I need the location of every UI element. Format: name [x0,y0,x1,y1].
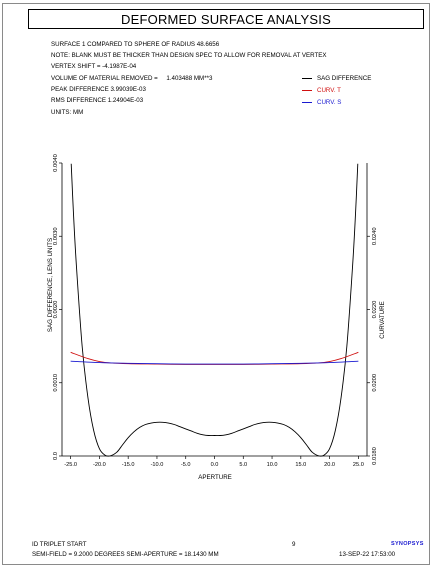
y2-tick-label: 0.0200 [372,374,378,392]
timestamp: 13-SEP-22 17:53:00 [339,551,396,558]
semi-field-info: SEMI-FIELD = 9.2000 DEGREES SEMI-APERTUR… [32,551,219,558]
sag-difference-curve [70,163,359,457]
removal-note: NOTE: BLANK MUST BE THICKER THAN DESIGN … [51,52,327,59]
plot-title: DEFORMED SURFACE ANALYSIS [28,9,424,29]
legend-label-curv-s: CURV. S [317,99,342,106]
design-name: ID TRIPLET START [32,541,87,548]
vertex-shift: VERTEX SHIFT = -4.1987E-04 [51,63,137,70]
y2-tick-label: 0.0220 [372,301,378,319]
y-axis-label: SAG DIFFERENCE, LENS UNITS [47,238,54,332]
synopsys-logo: SYNOPSYS [391,541,424,547]
legend-label-sag: SAG DIFFERENCE [317,75,372,82]
y2-tick-label: 0.0240 [372,227,378,245]
plot-title-text: DEFORMED SURFACE ANALYSIS [121,11,331,27]
legend-sag-difference: SAG DIFFERENCE [302,75,371,82]
y-tick-label: 0.0030 [53,227,59,245]
chart-ticks: -25.0 -20.0 -15.0 -10.0 -5.0 0.0 5.0 10.0 15.0 20… [53,154,378,468]
x-tick-label: 25.0 [353,462,364,468]
legend-swatch-curv-s [302,102,312,103]
volume-removed-label: VOLUME OF MATERIAL REMOVED = [51,75,158,82]
volume-removed-value: 1.403488 MM**3 [166,75,213,82]
rms-difference: RMS DIFFERENCE 1.24904E-03 [51,97,144,104]
x-tick-label: 20.0 [324,462,335,468]
x-tick-label: 10.0 [267,462,278,468]
chart-axes [61,163,368,457]
legend-swatch-sag [302,78,312,79]
y2-axis-label: CURVATURE [379,301,386,338]
legend-swatch-curv-t [302,90,312,91]
curv-s-curve [70,360,359,365]
x-tick-label: 15.0 [295,462,306,468]
x-tick-label: -20.0 [93,462,106,468]
legend-curv-s: CURV. S [302,99,341,106]
legend-curv-t: CURV. T [302,87,341,94]
x-tick-label: -25.0 [64,462,77,468]
x-axis-label: APERTURE [198,474,232,481]
y-tick-label: 0.0040 [53,154,59,172]
y-tick-label: 0.0020 [53,301,59,319]
page-number: 9 [292,541,296,548]
x-tick-label: -15.0 [122,462,135,468]
x-tick-label: -5.0 [181,462,191,468]
units-label: UNITS: MM [51,109,84,116]
y2-tick-label: 0.0180 [372,447,378,465]
legend-label-curv-t: CURV. T [317,87,341,94]
x-tick-label: 5.0 [239,462,247,468]
surface-info: SURFACE 1 COMPARED TO SPHERE OF RADIUS 4… [51,41,220,48]
x-tick-label: 0.0 [211,462,219,468]
x-tick-label: -10.0 [151,462,164,468]
volume-removed: VOLUME OF MATERIAL REMOVED = 1.403488 MM… [51,75,212,83]
peak-difference: PEAK DIFFERENCE 3.99039E-03 [51,86,146,93]
y-tick-label: 0.0 [53,452,59,460]
plot-frame [2,3,430,565]
chart-curves [70,163,359,457]
y-tick-label: 0.0010 [53,374,59,392]
